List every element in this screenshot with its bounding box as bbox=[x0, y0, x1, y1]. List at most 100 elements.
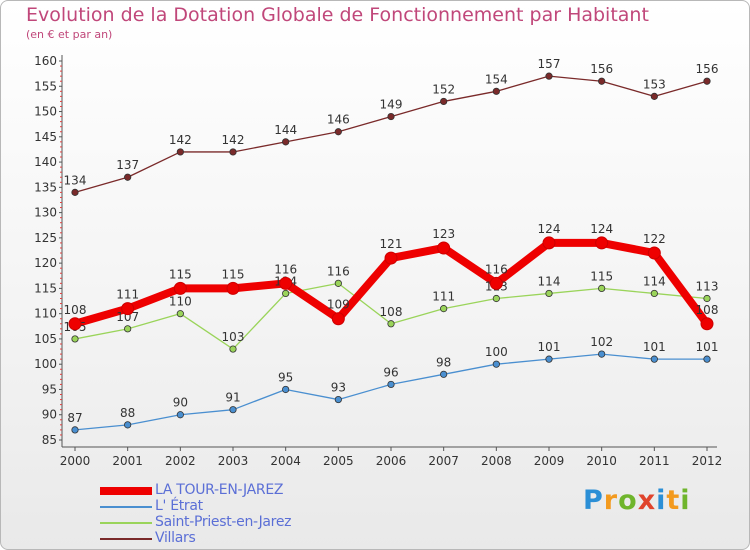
data-label-l-trat: 93 bbox=[331, 381, 346, 395]
point-villars bbox=[282, 138, 290, 146]
x-tick-label: 2009 bbox=[534, 454, 565, 468]
y-tick-label: 85 bbox=[42, 433, 57, 447]
point-la-tour-en-jarez bbox=[173, 281, 187, 295]
point-l-trat bbox=[598, 350, 606, 358]
point-l-trat bbox=[387, 380, 395, 389]
data-label-la-tour-en-jarez: 116 bbox=[274, 262, 297, 276]
point-l-trat bbox=[176, 411, 184, 419]
data-label-villars: 144 bbox=[274, 123, 297, 137]
data-label-saint-priest-en-jarez: 103 bbox=[222, 330, 245, 344]
point-l-trat bbox=[545, 355, 553, 363]
point-l-trat bbox=[124, 421, 132, 429]
x-tick-label: 2006 bbox=[376, 454, 407, 468]
data-label-villars: 134 bbox=[64, 173, 87, 187]
point-saint-priest-en-jarez bbox=[334, 279, 342, 287]
point-la-tour-en-jarez bbox=[331, 312, 345, 326]
point-l-trat bbox=[334, 395, 342, 404]
point-la-tour-en-jarez bbox=[121, 302, 135, 316]
data-label-la-tour-en-jarez: 122 bbox=[643, 232, 666, 246]
legend-swatch bbox=[100, 506, 152, 508]
point-saint-priest-en-jarez bbox=[598, 284, 606, 292]
data-label-villars: 154 bbox=[485, 72, 508, 86]
legend-swatch bbox=[100, 487, 152, 495]
point-la-tour-en-jarez bbox=[226, 281, 240, 295]
chart-subtitle: (en € et par an) bbox=[26, 28, 113, 41]
point-saint-priest-en-jarez bbox=[492, 294, 500, 303]
point-l-trat bbox=[703, 355, 711, 363]
data-label-la-tour-en-jarez: 111 bbox=[116, 288, 139, 302]
data-label-l-trat: 101 bbox=[696, 340, 719, 354]
y-tick-label: 155 bbox=[34, 79, 57, 93]
data-label-la-tour-en-jarez: 115 bbox=[222, 267, 245, 281]
data-label-saint-priest-en-jarez: 115 bbox=[590, 269, 613, 283]
point-saint-priest-en-jarez bbox=[71, 335, 79, 343]
point-villars bbox=[71, 188, 79, 196]
data-label-saint-priest-en-jarez: 114 bbox=[643, 274, 666, 288]
x-tick-label: 2012 bbox=[692, 454, 723, 468]
point-l-trat bbox=[650, 355, 658, 363]
data-label-l-trat: 88 bbox=[120, 406, 135, 420]
point-villars bbox=[492, 87, 500, 95]
x-tick-label: 2001 bbox=[112, 454, 143, 468]
point-saint-priest-en-jarez bbox=[387, 320, 395, 328]
point-l-trat bbox=[282, 385, 290, 394]
data-label-la-tour-en-jarez: 124 bbox=[590, 222, 613, 236]
x-tick-label: 2010 bbox=[586, 454, 617, 468]
legend-item: L' Étrat bbox=[100, 498, 360, 515]
y-tick-label: 125 bbox=[34, 231, 57, 245]
point-l-trat bbox=[492, 360, 500, 368]
y-tick-label: 140 bbox=[34, 155, 57, 169]
data-label-villars: 142 bbox=[222, 133, 245, 147]
point-l-trat bbox=[71, 426, 79, 434]
point-villars bbox=[229, 148, 237, 156]
point-la-tour-en-jarez bbox=[647, 246, 661, 260]
data-label-l-trat: 95 bbox=[278, 370, 293, 384]
x-tick-label: 2000 bbox=[60, 454, 91, 468]
legend-item: Saint-Priest-en-Jarez bbox=[100, 514, 360, 531]
point-la-tour-en-jarez bbox=[542, 236, 556, 250]
data-label-villars: 142 bbox=[169, 133, 192, 147]
data-label-l-trat: 101 bbox=[538, 340, 561, 354]
x-tick-label: 2005 bbox=[323, 454, 354, 468]
data-label-saint-priest-en-jarez: 108 bbox=[380, 305, 403, 319]
point-saint-priest-en-jarez bbox=[545, 289, 553, 298]
data-label-l-trat: 101 bbox=[643, 340, 666, 354]
data-label-la-tour-en-jarez: 121 bbox=[380, 237, 403, 251]
data-label-la-tour-en-jarez: 115 bbox=[169, 267, 192, 281]
data-label-l-trat: 98 bbox=[436, 355, 451, 369]
data-label-saint-priest-en-jarez: 113 bbox=[696, 280, 719, 294]
y-tick-label: 105 bbox=[34, 332, 57, 346]
data-label-l-trat: 87 bbox=[67, 411, 82, 425]
y-tick-label: 135 bbox=[34, 180, 57, 194]
data-label-villars: 157 bbox=[538, 57, 561, 71]
data-label-villars: 146 bbox=[327, 113, 350, 127]
data-label-saint-priest-en-jarez: 114 bbox=[538, 274, 561, 288]
legend-label: LA TOUR-EN-JAREZ bbox=[155, 482, 284, 498]
point-la-tour-en-jarez bbox=[279, 276, 293, 290]
data-label-l-trat: 102 bbox=[590, 335, 613, 349]
data-label-l-trat: 96 bbox=[383, 365, 398, 379]
point-villars bbox=[387, 112, 395, 121]
legend-label: Villars bbox=[155, 530, 196, 546]
point-saint-priest-en-jarez bbox=[124, 325, 132, 333]
data-label-saint-priest-en-jarez: 111 bbox=[432, 290, 455, 304]
y-tick-label: 150 bbox=[34, 105, 57, 119]
y-tick-label: 160 bbox=[34, 54, 57, 68]
point-saint-priest-en-jarez bbox=[176, 310, 184, 318]
x-tick-label: 2003 bbox=[218, 454, 249, 468]
point-la-tour-en-jarez bbox=[700, 317, 714, 331]
data-label-la-tour-en-jarez: 108 bbox=[64, 303, 87, 317]
data-label-saint-priest-en-jarez: 107 bbox=[116, 310, 139, 324]
data-label-la-tour-en-jarez: 124 bbox=[538, 222, 561, 236]
legend-label: L' Étrat bbox=[155, 498, 203, 514]
point-la-tour-en-jarez bbox=[68, 317, 82, 331]
data-label-saint-priest-en-jarez: 110 bbox=[169, 295, 192, 309]
point-la-tour-en-jarez bbox=[437, 241, 451, 255]
data-label-la-tour-en-jarez: 116 bbox=[485, 262, 508, 276]
y-tick-label: 120 bbox=[34, 256, 57, 270]
data-label-villars: 152 bbox=[432, 82, 455, 96]
data-label-villars: 156 bbox=[696, 62, 719, 76]
y-tick-label: 100 bbox=[34, 357, 57, 371]
point-saint-priest-en-jarez bbox=[440, 305, 448, 313]
